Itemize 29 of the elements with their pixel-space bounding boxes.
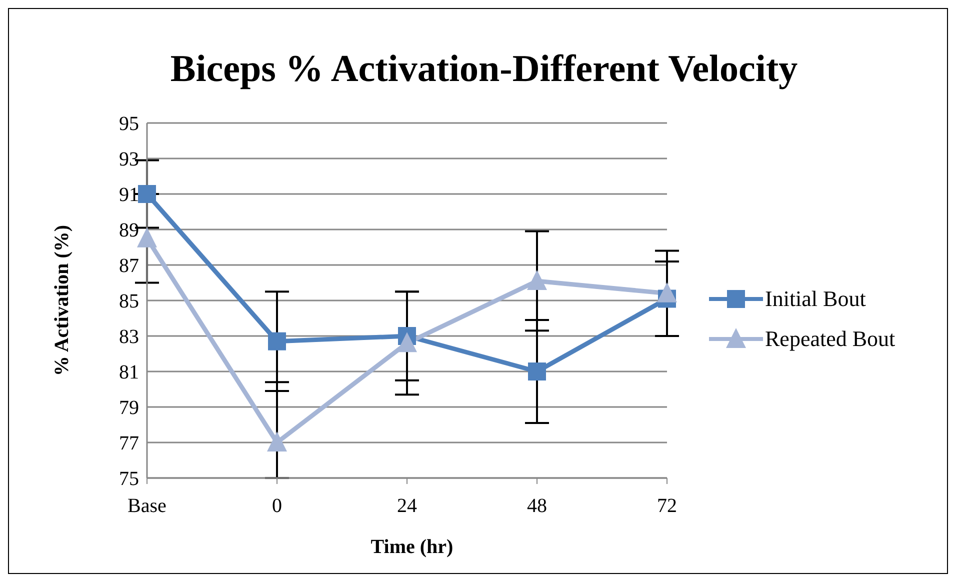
- y-tick-label: 87: [119, 255, 139, 278]
- point: [657, 282, 677, 302]
- x-tick-label: 0: [272, 495, 282, 518]
- legend-label: Initial Bout: [765, 286, 866, 312]
- y-tick-label: 79: [119, 397, 139, 420]
- x-tick-label: 24: [397, 495, 417, 518]
- y-tick-label: 95: [119, 113, 139, 136]
- x-axis-title: Time (hr): [370, 536, 454, 559]
- point: [138, 185, 156, 203]
- y-tick-label: 77: [119, 432, 139, 455]
- y-tick-label: 81: [119, 362, 139, 384]
- chart-title: Biceps % Activation-Different Velocity: [169, 47, 799, 91]
- legend-label: Repeated Bout: [765, 326, 896, 352]
- point: [528, 362, 546, 380]
- y-tick-label: 89: [119, 220, 139, 242]
- point: [268, 332, 286, 350]
- y-axis-title: % Activation (%): [51, 224, 74, 376]
- y-tick-label: 75: [119, 468, 139, 490]
- y-tick-label: 83: [119, 326, 139, 348]
- y-tick-label: 93: [119, 148, 139, 171]
- point: [527, 270, 547, 290]
- x-tick-label: 72: [657, 495, 677, 518]
- point: [137, 227, 157, 248]
- point: [267, 432, 287, 452]
- point: [397, 332, 417, 352]
- x-tick-label: Base: [128, 495, 167, 518]
- y-tick-label: 91: [119, 184, 139, 206]
- x-tick-label: 48: [527, 495, 547, 518]
- y-tick-label: 85: [119, 290, 139, 313]
